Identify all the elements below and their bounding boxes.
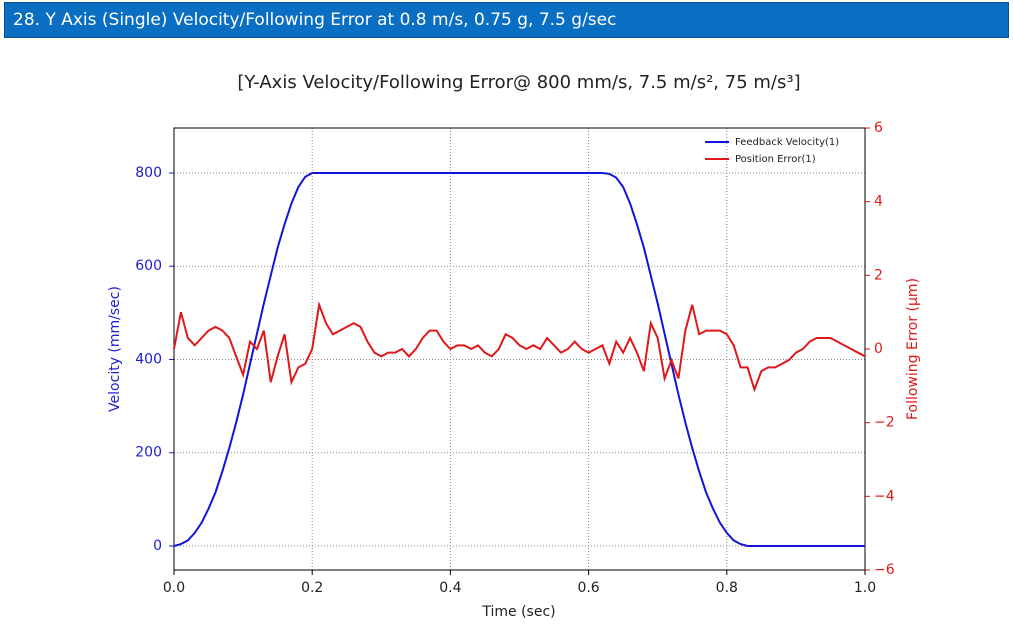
y2-tick-label: 2 [874, 267, 883, 283]
data-line [173, 171, 865, 547]
y2-axis-label: Following Error (µm) [905, 278, 921, 420]
y2-tick-label: 4 [874, 194, 883, 210]
x-tick-label: 0.6 [577, 580, 599, 596]
x-tick-label: 0.4 [439, 580, 461, 596]
x-tick-label: 1.0 [854, 580, 876, 596]
y-tick-label: 0 [153, 538, 162, 554]
legend-label: Feedback Velocity(1) [735, 137, 839, 148]
y-tick-label: 800 [135, 165, 162, 181]
x-axis-label: Time (sec) [481, 604, 555, 620]
y-tick-label: 400 [135, 351, 162, 367]
legend-label: Position Error(1) [735, 154, 816, 165]
y2-tick-label: −4 [874, 488, 895, 504]
y2-tick-label: −2 [874, 415, 895, 431]
x-tick-label: 0.0 [163, 580, 185, 596]
plot-frame [173, 127, 866, 571]
chart-title: [Y-Axis Velocity/Following Error@ 800 mm… [237, 72, 800, 93]
x-tick-label: 0.8 [716, 580, 738, 596]
y2-tick-label: 0 [874, 341, 883, 357]
y-tick-label: 200 [135, 445, 162, 461]
x-tick-label: 0.2 [301, 580, 323, 596]
section-header: 28. Y Axis (Single) Velocity/Following E… [4, 2, 1009, 38]
y-tick-label: 600 [135, 258, 162, 274]
data-line [173, 300, 866, 393]
y-axis-label: Velocity (mm/sec) [107, 286, 123, 412]
y2-tick-label: 6 [874, 120, 883, 136]
y2-tick-label: −6 [874, 562, 895, 578]
